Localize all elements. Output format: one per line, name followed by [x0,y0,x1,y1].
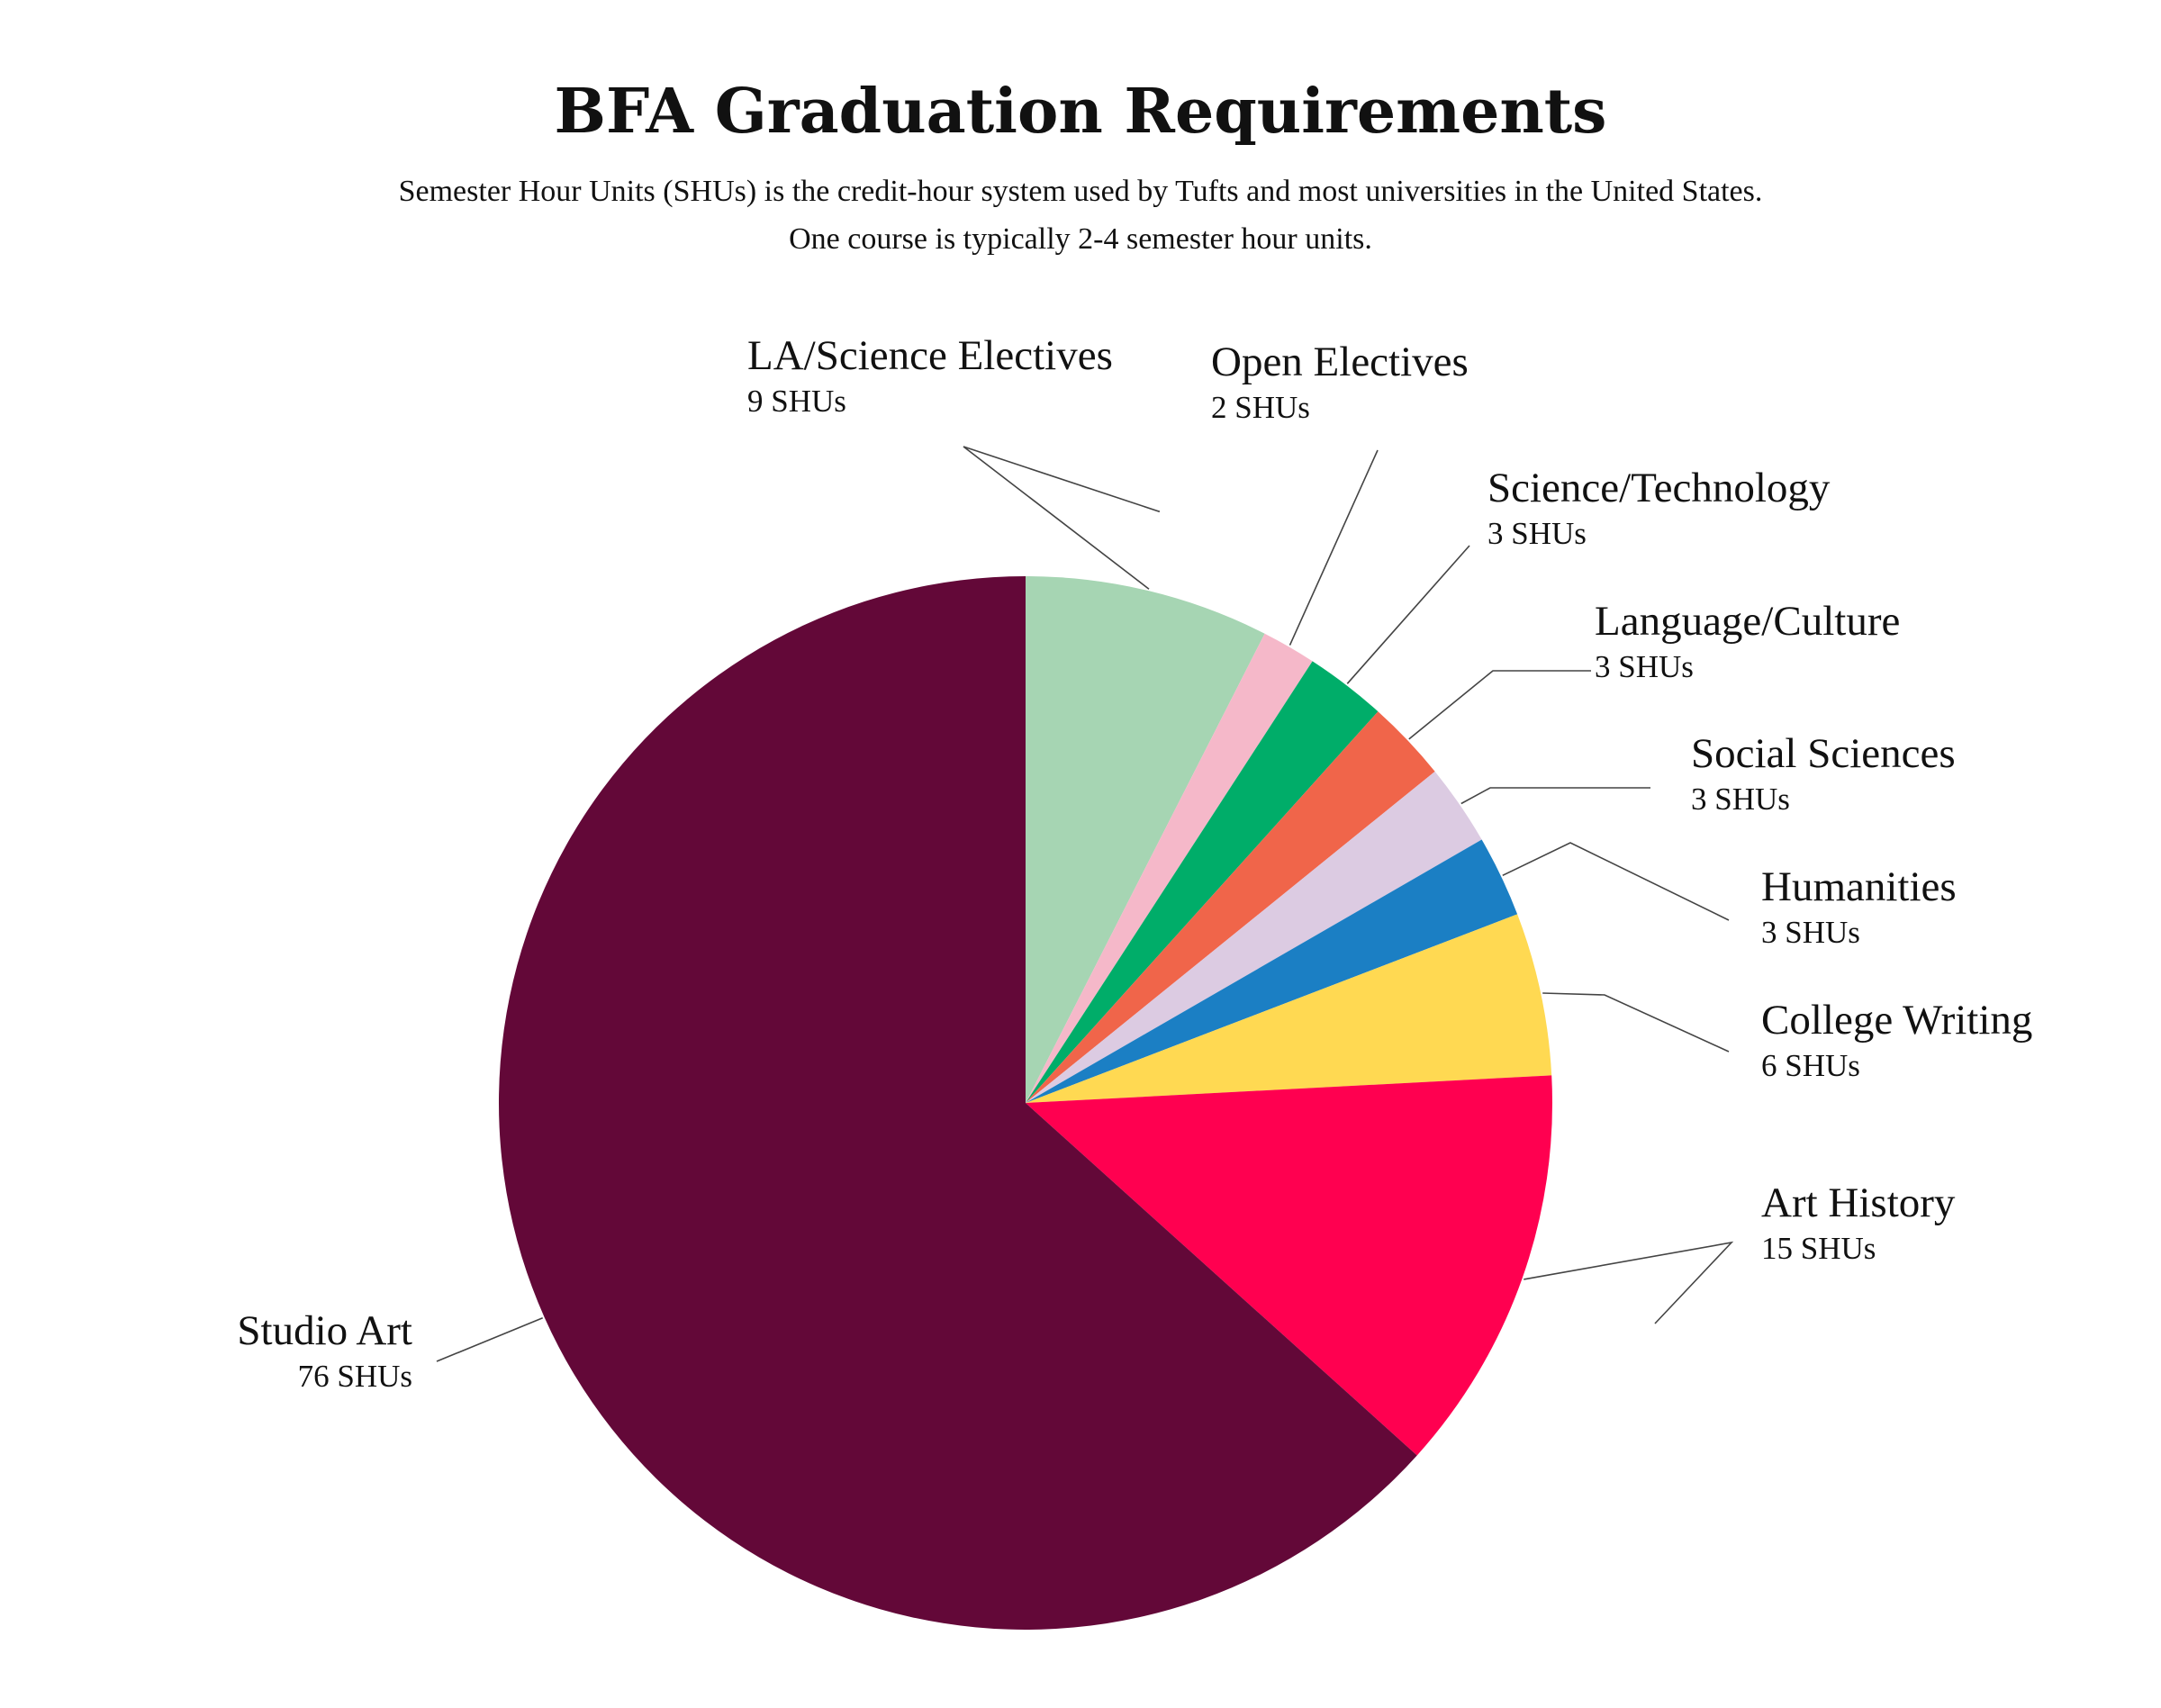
slice-labels: LA/Science Electives 9 SHUs Open Electives… [237,332,2032,1394]
pie-slice-studio-art [498,576,1417,1631]
chart-subtitle-line-2: One course is typically 2-4 semester hou… [789,222,1372,256]
leader-line-college-writing [1542,992,1730,1053]
slice-value-college-writing: 6 SHUs [1761,1048,1860,1083]
chart-title: BFA Graduation Requirements [554,76,1607,148]
leader-line-science-technology [1346,545,1470,684]
slice-value-social-sciences: 3 SHUs [1691,782,1790,817]
slice-value-humanities: 3 SHUs [1761,915,1860,950]
slice-label-humanities: Humanities [1761,863,1957,910]
leader-line-art-history [1524,1241,1734,1324]
chart-subtitle-line-1: Semester Hour Units (SHUs) is the credit… [398,175,1763,208]
pie-slice-social-sciences [1026,771,1482,1103]
slice-label-la-science-electives: LA/Science Electives [747,332,1113,379]
pie-slice-language-culture [1026,711,1435,1103]
slice-value-language-culture: 3 SHUs [1595,649,1694,684]
pie-slice-la-science-electives [1026,576,1265,1103]
pie-slices [498,576,1553,1631]
pie-slice-open-electives [1026,633,1313,1103]
slice-value-studio-art: 76 SHUs [298,1359,412,1394]
slice-value-open-electives: 2 SHUs [1211,390,1310,425]
leader-line-humanities [1502,842,1730,921]
pie-slice-college-writing [1026,914,1552,1103]
slice-value-art-history: 15 SHUs [1761,1231,1876,1266]
pie-slice-art-history [1026,1075,1553,1456]
leader-line-language-culture [1408,670,1591,740]
leader-line-la-science-electives [963,446,1160,590]
leader-lines [436,446,1734,1362]
slice-label-studio-art: Studio Art [237,1307,412,1354]
leader-line-open-electives [1288,449,1379,646]
slice-value-science-technology: 3 SHUs [1487,516,1587,551]
slice-label-art-history: Art History [1761,1179,1956,1226]
slice-label-science-technology: Science/Technology [1487,465,1831,511]
slice-label-open-electives: Open Electives [1211,339,1469,385]
slice-value-la-science-electives: 9 SHUs [747,384,846,419]
leader-line-social-sciences [1460,787,1650,805]
pie-slice-humanities [1026,839,1518,1103]
slice-label-social-sciences: Social Sciences [1691,730,1956,777]
slice-label-language-culture: Language/Culture [1595,598,1900,645]
slice-label-college-writing: College Writing [1761,997,2032,1044]
pie-slice-science-technology [1026,661,1379,1103]
leader-line-studio-art [436,1317,544,1362]
